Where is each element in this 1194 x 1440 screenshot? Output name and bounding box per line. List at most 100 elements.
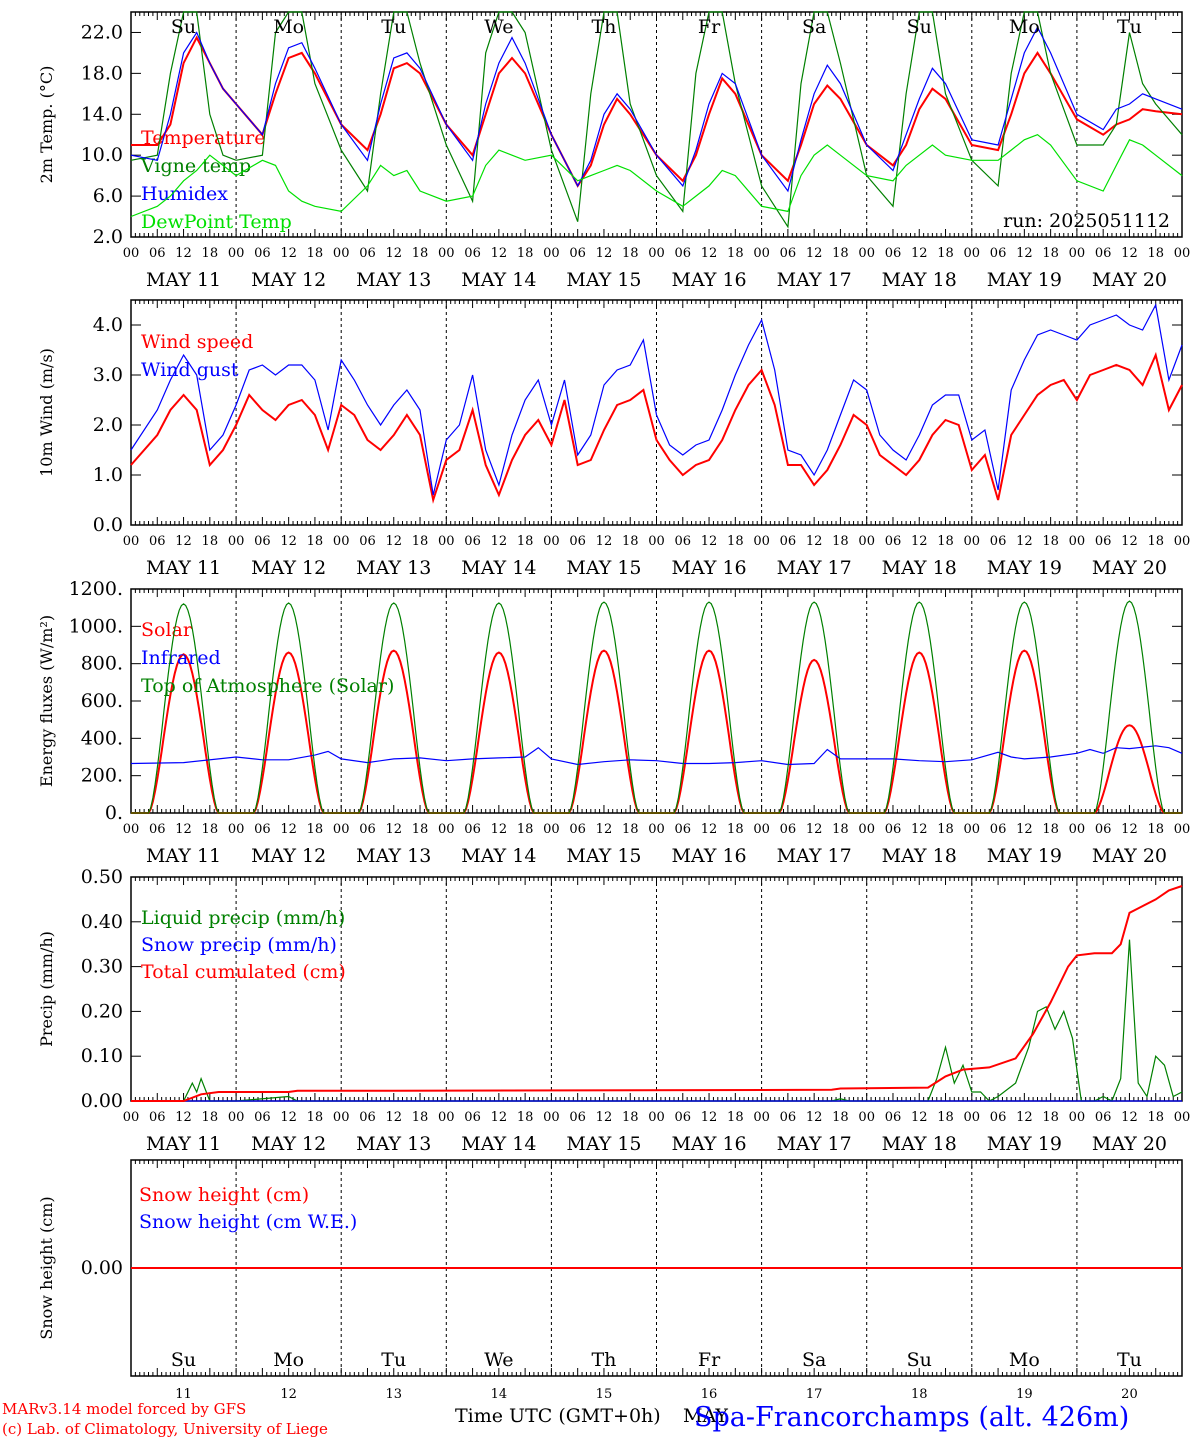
x-hour-label: 12 [1121, 822, 1138, 837]
x-hour-label: 12 [491, 822, 508, 837]
legend-entry: Infrared [141, 647, 221, 669]
x-date-label: MAY 15 [566, 845, 641, 867]
x-hour-label: 12 [806, 246, 823, 261]
day-number: 11 [175, 1387, 192, 1402]
x-hour-label: 06 [885, 1110, 902, 1125]
x-hour-label: 12 [385, 1110, 402, 1125]
x-hour-label: 00 [543, 534, 560, 549]
legend-entry: Snow height (cm) [139, 1184, 309, 1206]
x-date-label: MAY 12 [251, 557, 326, 579]
x-hour-label: 18 [412, 246, 429, 261]
x-date-label: MAY 12 [251, 1133, 326, 1155]
x-hour-label: 06 [149, 1110, 166, 1125]
x-hour-label: 00 [753, 1110, 770, 1125]
x-hour-label: 00 [858, 822, 875, 837]
x-hour-label: 00 [123, 822, 140, 837]
x-hour-label: 00 [438, 246, 455, 261]
y-tick-label: 10.0 [81, 144, 123, 166]
x-hour-label: 18 [622, 534, 639, 549]
x-hour-label: 18 [832, 822, 849, 837]
x-hour-label: 18 [517, 534, 534, 549]
x-hour-label: 06 [885, 822, 902, 837]
x-hour-label: 00 [543, 822, 560, 837]
x-date-label: MAY 13 [356, 269, 431, 291]
y-tick-label: 0.00 [81, 1257, 123, 1279]
day-name-bottom: Th [591, 1349, 616, 1371]
x-hour-label: 12 [280, 822, 297, 837]
day-number: 12 [280, 1387, 297, 1402]
x-hour-label: 06 [569, 534, 586, 549]
x-date-label: MAY 11 [146, 269, 221, 291]
x-date-label: MAY 18 [882, 269, 957, 291]
x-date-label: MAY 16 [671, 557, 746, 579]
x-hour-label: 00 [333, 246, 350, 261]
x-hour-label: 12 [701, 1110, 718, 1125]
day-name-top: Tu [381, 16, 406, 38]
x-hour-label: 00 [964, 534, 981, 549]
x-hour-label: 06 [569, 822, 586, 837]
x-hour-label: 06 [990, 246, 1007, 261]
x-hour-label: 00 [438, 822, 455, 837]
x-hour-label: 06 [990, 822, 1007, 837]
x-hour-label: 12 [175, 534, 192, 549]
x-date-label: MAY 19 [987, 269, 1062, 291]
day-name-bottom: We [484, 1349, 513, 1371]
x-hour-label: 06 [780, 1110, 797, 1125]
y-axis-label: Energy fluxes (W/m²) [37, 615, 56, 787]
x-hour-label: 06 [675, 246, 692, 261]
x-hour-label: 12 [175, 246, 192, 261]
y-tick-label: 1200. [69, 578, 123, 600]
x-date-label: MAY 13 [356, 1133, 431, 1155]
legend-entry: Humidex [141, 183, 228, 205]
series-line [130, 303, 1183, 496]
x-hour-label: 12 [596, 534, 613, 549]
legend-entry: Snow height (cm W.E.) [139, 1211, 357, 1233]
x-hour-label: 18 [307, 1110, 324, 1125]
x-hour-label: 12 [596, 822, 613, 837]
x-hour-label: 00 [123, 246, 140, 261]
x-hour-label: 06 [569, 1110, 586, 1125]
x-hour-label: 00 [543, 1110, 560, 1125]
x-hour-label: 06 [464, 534, 481, 549]
x-hour-label: 18 [832, 534, 849, 549]
y-tick-label: 0.0 [93, 514, 123, 536]
x-hour-label: 18 [1147, 822, 1164, 837]
x-date-label: MAY 17 [777, 1133, 852, 1155]
y-tick-label: 3.0 [93, 364, 123, 386]
x-hour-label: 12 [911, 822, 928, 837]
x-date-label: MAY 17 [777, 845, 852, 867]
x-hour-label: 00 [1069, 246, 1086, 261]
x-hour-label: 12 [1121, 1110, 1138, 1125]
y-tick-label: 600. [81, 690, 123, 712]
x-hour-label: 12 [911, 1110, 928, 1125]
y-axis-label: Precip (mm/h) [37, 931, 56, 1047]
x-date-label: MAY 20 [1092, 557, 1167, 579]
x-hour-label: 12 [1121, 534, 1138, 549]
x-date-label: MAY 12 [251, 845, 326, 867]
x-hour-label: 18 [622, 822, 639, 837]
y-tick-label: 1.0 [93, 464, 123, 486]
x-hour-label: 12 [596, 1110, 613, 1125]
x-date-label: MAY 15 [566, 269, 641, 291]
x-hour-label: 00 [858, 246, 875, 261]
legend-entry: DewPoint Temp [141, 211, 292, 233]
x-date-label: MAY 13 [356, 845, 431, 867]
x-hour-label: 12 [1016, 1110, 1033, 1125]
x-hour-label: 12 [701, 822, 718, 837]
x-hour-label: 18 [832, 246, 849, 261]
x-hour-label: 00 [438, 1110, 455, 1125]
x-hour-label: 18 [1147, 534, 1164, 549]
x-hour-label: 18 [727, 534, 744, 549]
day-number: 13 [385, 1387, 402, 1402]
y-tick-label: 0. [105, 802, 123, 824]
x-hour-label: 00 [333, 1110, 350, 1125]
x-hour-label: 12 [491, 1110, 508, 1125]
day-name-top: Su [171, 16, 196, 38]
legend-entry: Solar [141, 619, 193, 641]
x-hour-label: 06 [149, 534, 166, 549]
x-hour-label: 06 [885, 534, 902, 549]
x-date-label: MAY 15 [566, 557, 641, 579]
series-line [130, 351, 1183, 504]
series-line [130, 11, 1183, 229]
